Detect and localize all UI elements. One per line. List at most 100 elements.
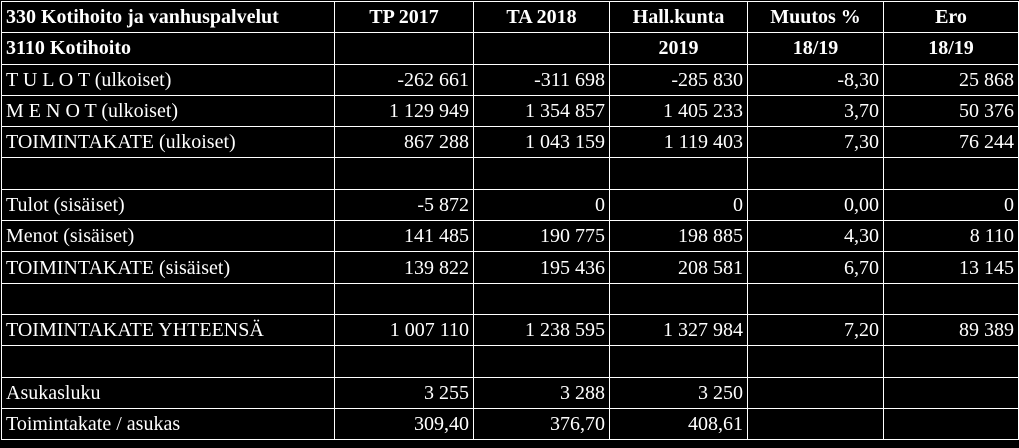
col-header-ero: Ero	[883, 0, 1019, 34]
table-cell	[747, 282, 884, 315]
row-label	[1, 345, 335, 378]
table-cell: 1 043 159	[473, 126, 610, 159]
row-label	[1, 282, 335, 315]
table-row: M E N O T (ulkoiset) 1 129 949 1 354 857 1 …	[1, 94, 1019, 128]
col-header-muutos: Muutos %	[747, 0, 884, 34]
row-label: TOIMINTAKATE YHTEENSÄ	[1, 313, 335, 347]
subunit-title: 3110 Kotihoito	[1, 32, 335, 65]
col-header-hallkunta: Hall.kunta	[609, 0, 748, 34]
table-cell: 0,00	[747, 188, 884, 222]
table-cell	[883, 157, 1019, 190]
table-cell: 195 436	[473, 251, 610, 284]
table-cell: 1 007 110	[334, 313, 474, 347]
table-cell: 190 775	[473, 220, 610, 253]
table-cell: 25 868	[883, 63, 1019, 96]
table-cell	[747, 407, 884, 441]
table-cell	[609, 157, 748, 190]
table-cell: 13 145	[883, 251, 1019, 284]
table-cell	[747, 376, 884, 409]
table-cell: 1 238 595	[473, 313, 610, 347]
table-row: Tulot (sisäiset) -5 872 0 0 0,00 0	[1, 188, 1019, 222]
table-row	[1, 157, 1019, 190]
row-label: Menot (sisäiset)	[1, 220, 335, 253]
table-cell: 7,30	[747, 126, 884, 159]
row-label: Asukasluku	[1, 376, 335, 409]
table-cell: 309,40	[334, 407, 474, 441]
table-cell: -285 830	[609, 63, 748, 96]
row-label: TOIMINTAKATE (sisäiset)	[1, 251, 335, 284]
table-cell: -5 872	[334, 188, 474, 222]
table-cell: 1 129 949	[334, 94, 474, 128]
table-cell	[747, 345, 884, 378]
table-cell: 6,70	[747, 251, 884, 284]
table-cell: 408,61	[609, 407, 748, 441]
table-cell	[883, 282, 1019, 315]
col-subheader-tp2017	[334, 32, 474, 65]
row-label: M E N O T (ulkoiset)	[1, 94, 335, 128]
table-cell: 3 255	[334, 376, 474, 409]
table-row: T U L O T (ulkoiset) -262 661 -311 698 -285…	[1, 63, 1019, 96]
row-label: Toimintakate / asukas	[1, 407, 335, 441]
table-cell	[609, 282, 748, 315]
table-cell	[334, 157, 474, 190]
table-cell: 376,70	[473, 407, 610, 441]
table-cell: -8,30	[747, 63, 884, 96]
table-row	[1, 282, 1019, 315]
table-cell: 0	[473, 188, 610, 222]
table-cell	[883, 407, 1019, 441]
table-cell: 141 485	[334, 220, 474, 253]
table-cell: 8 110	[883, 220, 1019, 253]
col-header-ta2018: TA 2018	[473, 0, 610, 34]
table-cell: 139 822	[334, 251, 474, 284]
table-cell: 3 250	[609, 376, 748, 409]
table-cell	[747, 157, 884, 190]
col-subheader-ta2018	[473, 32, 610, 65]
table-cell: 3 288	[473, 376, 610, 409]
table-cell: 198 885	[609, 220, 748, 253]
table-row	[1, 345, 1019, 378]
table-row: TOIMINTAKATE (ulkoiset) 867 288 1 043 159 1…	[1, 126, 1019, 159]
unit-title: 330 Kotihoito ja vanhuspalvelut	[1, 0, 335, 34]
col-subheader-ero: 18/19	[883, 32, 1019, 65]
table-cell: -262 661	[334, 63, 474, 96]
table-cell: 1 354 857	[473, 94, 610, 128]
col-subheader-hallkunta: 2019	[609, 32, 748, 65]
table-cell: 4,30	[747, 220, 884, 253]
table-cell: 7,20	[747, 313, 884, 347]
table-cell	[473, 282, 610, 315]
table-row: Menot (sisäiset) 141 485 190 775 198 885 4,3…	[1, 220, 1019, 253]
row-label: TOIMINTAKATE (ulkoiset)	[1, 126, 335, 159]
table-cell: 76 244	[883, 126, 1019, 159]
table-cell	[473, 157, 610, 190]
header-row-1: 330 Kotihoito ja vanhuspalvelut TP 2017 …	[1, 0, 1019, 34]
table-cell: 0	[609, 188, 748, 222]
col-subheader-muutos: 18/19	[747, 32, 884, 65]
table-cell: 3,70	[747, 94, 884, 128]
row-label: T U L O T (ulkoiset)	[1, 63, 335, 96]
table-cell: -311 698	[473, 63, 610, 96]
row-label	[1, 157, 335, 190]
table-cell	[609, 345, 748, 378]
row-label: Tulot (sisäiset)	[1, 188, 335, 222]
table-cell: 1 405 233	[609, 94, 748, 128]
table-cell	[473, 345, 610, 378]
col-header-tp2017: TP 2017	[334, 0, 474, 34]
table-row: Asukasluku 3 255 3 288 3 250	[1, 376, 1019, 409]
table-row: TOIMINTAKATE (sisäiset) 139 822 195 436 208…	[1, 251, 1019, 284]
table-row: TOIMINTAKATE YHTEENSÄ 1 007 110 1 238 595 1…	[1, 313, 1019, 347]
table-row: Toimintakate / asukas 309,40 376,70 408,61	[1, 407, 1019, 441]
table-cell: 208 581	[609, 251, 748, 284]
table-cell: 1 327 984	[609, 313, 748, 347]
table-cell: 867 288	[334, 126, 474, 159]
table-cell	[883, 345, 1019, 378]
table-cell	[334, 345, 474, 378]
header-row-2: 3110 Kotihoito 2019 18/19 18/19	[1, 32, 1019, 65]
table-cell: 50 376	[883, 94, 1019, 128]
table-cell: 0	[883, 188, 1019, 222]
table-cell	[334, 282, 474, 315]
table-cell: 1 119 403	[609, 126, 748, 159]
table-cell	[883, 376, 1019, 409]
table-cell: 89 389	[883, 313, 1019, 347]
